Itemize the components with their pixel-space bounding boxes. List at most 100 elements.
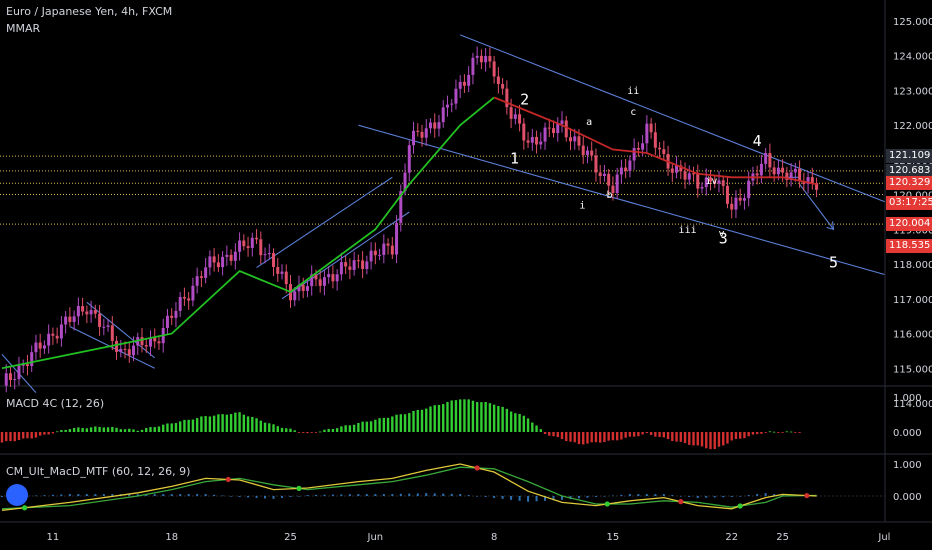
histogram-bar: [323, 429, 326, 432]
macd4c-pane-label[interactable]: MACD 4C (12, 26): [6, 397, 105, 410]
mtf-bar: [213, 494, 216, 496]
indicator-label[interactable]: MMAR: [6, 22, 41, 35]
candle-body: [416, 130, 420, 132]
histogram-bar: [378, 418, 381, 432]
histogram-bar: [505, 408, 509, 432]
candle-body: [628, 160, 632, 171]
histogram-bar: [157, 426, 161, 432]
histogram-bar: [212, 415, 216, 432]
candle-body: [683, 171, 687, 180]
histogram-bar: [475, 402, 479, 432]
candle-body: [301, 284, 305, 291]
tradingview-logo-icon: [6, 484, 28, 506]
wave-label: 1: [510, 149, 519, 167]
mtf-bar: [577, 496, 580, 499]
mtf-bar: [204, 494, 207, 496]
histogram-bar: [429, 406, 432, 432]
mtf-bar: [722, 496, 725, 498]
mtf-bar: [654, 494, 657, 496]
histogram-bar: [675, 432, 678, 442]
histogram-bar: [60, 430, 63, 432]
histogram-bar: [357, 423, 360, 432]
candle-body: [403, 172, 407, 192]
mtf-histogram: [1, 493, 801, 502]
wave-label: c: [630, 107, 636, 118]
candle-body: [327, 274, 331, 278]
histogram-bar: [306, 432, 309, 434]
candle-body: [454, 88, 458, 104]
mtf-bar: [382, 494, 385, 496]
mtf-bar: [671, 495, 674, 496]
price-tick-label: 125.000: [893, 17, 932, 28]
mtf-bar: [340, 494, 343, 496]
mtf-bar: [128, 494, 131, 496]
mtf-bar: [425, 493, 428, 496]
histogram-bar: [119, 429, 122, 432]
candle-body: [310, 274, 314, 287]
candle-body: [267, 253, 271, 255]
candle-body: [344, 262, 348, 267]
candles: [4, 46, 819, 393]
mtf-bar: [594, 496, 597, 497]
price-tag: 120.004: [886, 217, 932, 232]
mtf-bar: [561, 496, 564, 500]
histogram-bar: [492, 404, 496, 432]
candle-body: [144, 345, 148, 347]
cross-dot: [678, 499, 684, 505]
candle-body: [458, 81, 462, 89]
histogram-bar: [200, 416, 203, 432]
histogram-bar: [335, 428, 339, 432]
candle-body: [68, 316, 72, 322]
mtf-bar: [416, 493, 419, 496]
candle-body: [314, 274, 318, 280]
candle-body: [280, 271, 284, 274]
histogram-bar: [598, 432, 602, 443]
histogram-bar: [722, 432, 725, 446]
histogram-bar: [174, 423, 178, 432]
histogram-bar: [302, 432, 305, 433]
wave-label: v: [719, 228, 725, 239]
mtf-bar: [314, 494, 317, 496]
histogram-bar: [204, 416, 207, 432]
candle-body: [730, 203, 734, 210]
histogram-bar: [111, 426, 114, 432]
trend-line: [86, 301, 156, 359]
mtf-bar: [688, 496, 691, 497]
candle-body: [598, 172, 602, 176]
histogram-bar: [26, 432, 29, 439]
histogram-bar: [64, 429, 67, 432]
histogram-bar: [548, 432, 551, 436]
wave-label: 3: [719, 229, 728, 247]
histogram-bar: [590, 432, 593, 443]
candle-body: [199, 276, 203, 278]
mtf-bar: [467, 495, 470, 496]
candle-body: [607, 173, 611, 186]
histogram-bar: [738, 432, 742, 439]
candle-body: [157, 341, 161, 344]
candle-body: [182, 296, 186, 299]
mtf-pane-label[interactable]: CM_Ult_MacD_MTF (60, 12, 26, 9): [6, 465, 191, 478]
histogram-bar: [582, 432, 585, 445]
candle-body: [696, 173, 700, 189]
price-tick-label: 124.000: [893, 52, 932, 63]
symbol-title[interactable]: Euro / Japanese Yen, 4h, FXCM: [6, 5, 173, 18]
candle-body: [8, 373, 12, 380]
histogram-bar: [798, 432, 801, 433]
histogram-bar: [709, 432, 712, 450]
mtf-bar: [281, 496, 284, 498]
candle-body: [573, 136, 577, 142]
histogram-bar: [484, 402, 487, 432]
histogram-bar: [662, 432, 666, 438]
candle-body: [522, 123, 526, 141]
histogram-bar: [705, 432, 708, 449]
mtf-bar: [705, 496, 708, 498]
candle-body: [530, 136, 534, 143]
candle-body: [509, 107, 513, 119]
histogram-bar: [268, 423, 271, 432]
histogram-bar: [369, 421, 373, 432]
candle-body: [700, 186, 704, 189]
mtf-bar: [348, 494, 351, 496]
histogram-bar: [624, 432, 627, 438]
candle-body: [708, 177, 712, 182]
